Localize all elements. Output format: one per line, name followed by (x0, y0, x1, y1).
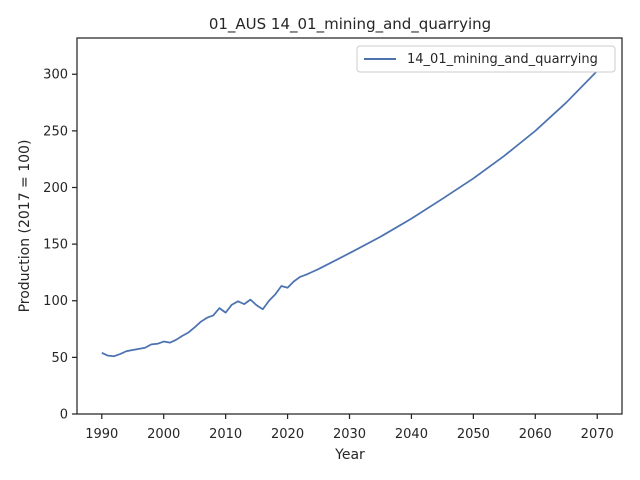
legend-box (356, 45, 616, 73)
x-tick-label: 2010 (209, 427, 242, 442)
x-tick-label: 2050 (457, 427, 490, 442)
x-axis-ticks: 1990 2000 2010 2020 2030 2040 2050 2060 2070 (85, 414, 614, 442)
series-line-14_01_mining_and_quarrying (101, 63, 605, 358)
x-tick-label: 2000 (147, 427, 180, 442)
y-tick-label: 150 (43, 238, 68, 253)
y-tick-label: 100 (43, 294, 68, 309)
series-layer (101, 63, 605, 358)
plot-frame (76, 37, 623, 415)
x-tick-label: 2040 (395, 427, 428, 442)
x-tick-label: 2020 (271, 427, 304, 442)
y-tick-label: 300 (43, 68, 68, 83)
x-tick-label: 2030 (333, 427, 366, 442)
y-axis-label: Production (2017 = 100) (17, 140, 33, 313)
y-tick-label: 50 (51, 351, 68, 366)
legend: 14_01_mining_and_quarrying (356, 45, 616, 73)
y-tick-label: 250 (43, 124, 68, 139)
x-tick-label: 2070 (581, 427, 614, 442)
x-tick-label: 2060 (519, 427, 552, 442)
chart-title: 01_AUS 14_01_mining_and_quarrying (209, 15, 491, 34)
x-axis-label: Year (334, 447, 365, 463)
x-tick-label: 1990 (85, 427, 118, 442)
y-axis-ticks: 0 50 100 150 200 250 300 (43, 68, 77, 423)
y-tick-label: 0 (60, 408, 68, 423)
legend-entry-label: 14_01_mining_and_quarrying (407, 52, 598, 67)
y-tick-label: 200 (43, 181, 68, 196)
